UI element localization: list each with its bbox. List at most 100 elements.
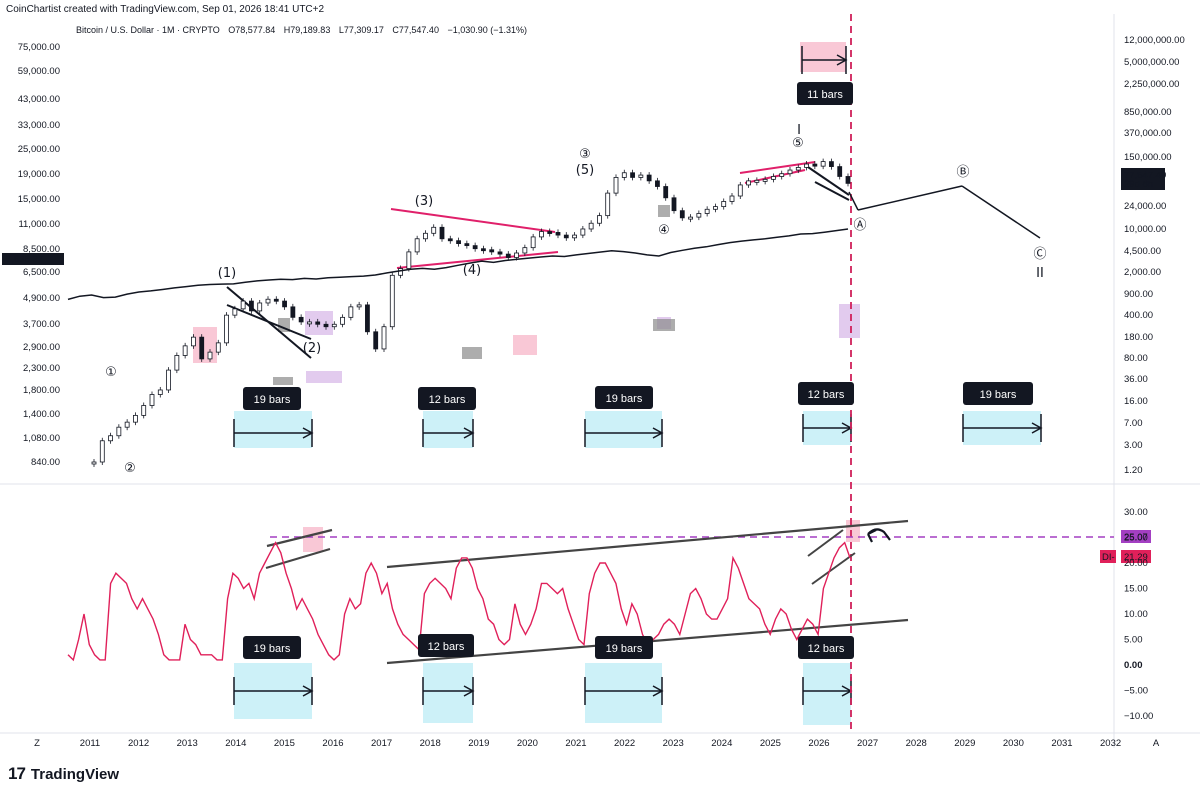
left-price-tick: 15,000.00 (18, 194, 60, 205)
left-price-tick: 75,000.00 (18, 42, 60, 53)
candle (323, 323, 329, 328)
x-tick-label: 2024 (711, 738, 732, 749)
candle (530, 236, 536, 249)
price-badge-bg (1121, 168, 1165, 190)
candle (605, 192, 611, 217)
di-tag-bg (1100, 550, 1116, 563)
candle (812, 163, 818, 167)
candle (779, 173, 785, 177)
x-tick-label: 2018 (420, 738, 441, 749)
candle (638, 174, 644, 178)
candle (133, 414, 138, 423)
right-price-tick: 900.00 (1124, 289, 1153, 300)
highlight-box-cyan (234, 411, 312, 448)
tradingview-brand: TradingView (30, 765, 120, 783)
highlight-box-cyan (803, 663, 851, 725)
right-price-tick: 7.00 (1124, 418, 1143, 429)
elliott-wave-label: ② (124, 461, 136, 476)
right-price-tick: 2,250,000.00 (1124, 79, 1179, 90)
candle (423, 232, 428, 240)
chart-credit: CoinChartist created with TradingView.co… (6, 4, 325, 15)
candle (505, 253, 511, 258)
x-tick-label: 2020 (517, 738, 538, 749)
x-tick-label: 2011 (80, 738, 100, 749)
candle (166, 369, 171, 391)
symbol-name[interactable]: Bitcoin / U.S. Dollar · 1M · CRYPTO (76, 25, 220, 35)
candle (679, 210, 685, 219)
candle (795, 167, 801, 171)
candle (141, 405, 147, 416)
dmi-tick: 5.00 (1124, 635, 1143, 646)
candle (655, 180, 660, 187)
bar-count-label-bg (418, 387, 476, 410)
bar-count-label: 12 bars (808, 643, 845, 655)
trendline (386, 519, 909, 569)
candle (489, 249, 495, 253)
candle (829, 161, 834, 167)
ohlc-low: L77,309.17 (338, 25, 384, 35)
left-price-badge: 7,636.37 (6, 254, 43, 265)
x-tick-label: 2025 (760, 738, 781, 749)
x-tick-label: 2031 (1051, 738, 1072, 749)
dmi-tick: 0.00 (1124, 660, 1143, 671)
trendline (390, 208, 556, 233)
x-tick-label: 2029 (954, 738, 975, 749)
left-price-tick: 19,000.00 (18, 169, 60, 180)
bar-count-label-bg (797, 82, 853, 105)
right-price-tick: 1.20 (1124, 465, 1143, 476)
candle (646, 174, 652, 182)
dmi-tick: 15.00 (1124, 584, 1148, 595)
timezone-glyph: Z (34, 738, 40, 749)
candle (447, 238, 453, 242)
bar-count-label-bg (595, 386, 653, 409)
right-price-tick: 16.00 (1124, 396, 1148, 407)
dmi-tick: −10.00 (1124, 711, 1153, 722)
trendline (396, 251, 559, 269)
highlight-box-pink (846, 520, 860, 542)
candle (563, 234, 569, 239)
left-price-tick: 1,080.00 (23, 433, 60, 444)
candle (464, 243, 470, 247)
elliott-wave-label: I (797, 123, 801, 138)
right-price-tick: 180.00 (1124, 332, 1153, 343)
candle (389, 274, 395, 328)
candle (265, 298, 271, 304)
candle (704, 208, 710, 214)
elliott-wave-label: ⑤ (792, 136, 804, 151)
range-arrowhead (1031, 422, 1043, 434)
candle (539, 231, 544, 238)
right-price-tick: 80.00 (1124, 353, 1148, 364)
bar-count-label: 12 bars (428, 641, 465, 653)
bar-count-label: 19 bars (606, 643, 643, 655)
highlight-box-pink (513, 335, 537, 355)
candle (572, 234, 577, 239)
tradingview-logo[interactable]: 17 TradingView (8, 764, 119, 784)
dmi-tick: 20.00 (1124, 558, 1148, 569)
candle (804, 163, 809, 168)
left-price-tick: 840.00 (31, 457, 60, 468)
left-price-tick: 4,900.00 (23, 293, 60, 304)
candle (331, 323, 337, 328)
elliott-wave-label: ③ (579, 147, 591, 162)
right-price-tick: 400.00 (1124, 310, 1153, 321)
bar-count-label: 19 bars (254, 643, 291, 655)
candle (224, 314, 229, 344)
range-arrowhead (652, 685, 664, 697)
left-price-tick: 2,300.00 (23, 363, 60, 374)
candle (157, 389, 163, 395)
candle (381, 326, 387, 350)
bar-count-label-bg (595, 636, 653, 659)
trendline (226, 304, 312, 340)
candle (373, 331, 379, 350)
symbol-legend: Bitcoin / U.S. Dollar · 1M · CRYPTO O78,… (76, 25, 533, 35)
highlight-box-gray (653, 319, 675, 331)
candle (215, 342, 221, 353)
candle (762, 178, 768, 182)
elliott-wave-label: (5) (576, 163, 594, 178)
candle (729, 195, 735, 202)
bar-count-label: 11 bars (807, 89, 843, 101)
trendline (266, 528, 333, 548)
candle (514, 252, 519, 258)
right-price-tick: 4,500.00 (1124, 246, 1161, 257)
